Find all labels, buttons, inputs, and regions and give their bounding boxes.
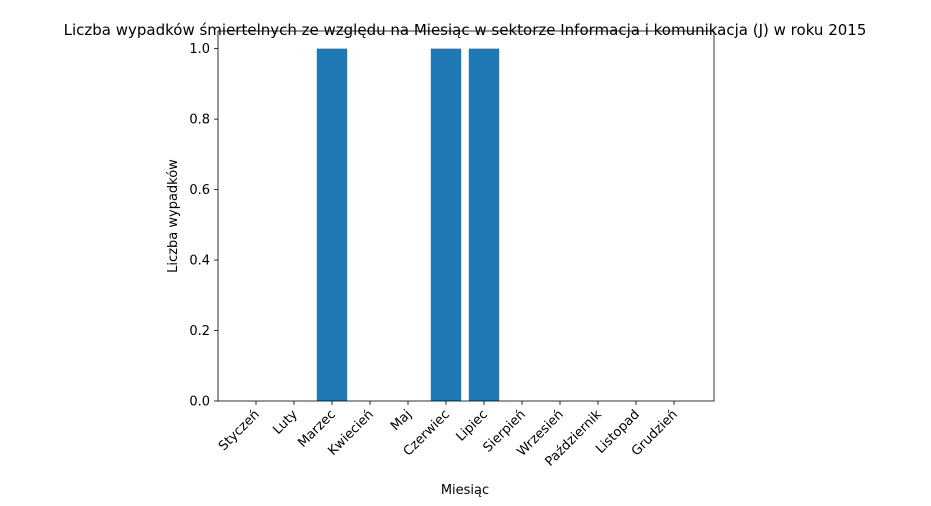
y-tick-label-1: 0.2 — [189, 324, 210, 339]
bar-6 — [430, 48, 462, 402]
chart-title: Liczba wypadków śmiertelnych ze względu … — [64, 21, 867, 39]
y-axis-label: Liczba wypadków — [166, 159, 181, 273]
bar-3 — [316, 48, 348, 402]
bar-7 — [468, 48, 500, 402]
x-tick-label-1: Styczeń — [216, 407, 263, 454]
y-tick-label-3: 0.6 — [189, 183, 210, 198]
y-tick-label-4: 0.8 — [189, 113, 210, 128]
axes-frame — [217, 30, 715, 402]
y-tick-label-5: 1.0 — [189, 42, 210, 57]
x-axis-label: Miesiąc — [441, 483, 489, 498]
x-tick-label-5: Maj — [388, 407, 415, 434]
y-tick-label-0: 0.0 — [189, 395, 210, 410]
y-tick-label-2: 0.4 — [189, 254, 210, 269]
x-tick-label-2: Luty — [270, 407, 301, 438]
